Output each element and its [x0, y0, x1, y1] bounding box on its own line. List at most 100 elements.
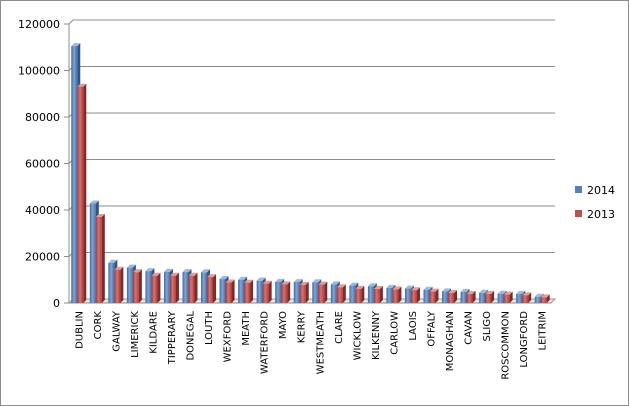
x-tick-label: CORK: [93, 311, 104, 340]
bar-2013: [485, 293, 492, 303]
bar-2013: [522, 295, 529, 303]
bar-top-2013: [95, 213, 105, 217]
bar-2014: [275, 281, 282, 303]
bar-2013: [244, 282, 251, 303]
bar-top-2014: [145, 268, 155, 272]
x-tick-label: GALWAY: [111, 310, 122, 352]
y-tick-label: 100000: [18, 65, 60, 78]
bar-2013: [466, 293, 473, 303]
bar-2014: [516, 293, 523, 303]
bar-side-2013: [138, 269, 142, 303]
bar-top-2014: [534, 293, 544, 297]
bar-top-2014: [442, 288, 452, 292]
bar-2013: [225, 282, 232, 303]
bar-top-2013: [77, 83, 87, 87]
x-tick-label: TIPPERARY: [167, 310, 178, 365]
x-tick-label: LEITRIM: [538, 311, 549, 350]
bar-2013: [503, 294, 510, 303]
x-tick-label: DUBLIN: [74, 311, 85, 349]
bar-top-2014: [71, 43, 81, 47]
bar-side-2013: [157, 272, 161, 303]
bar-2014: [460, 291, 467, 303]
bar-2014: [293, 282, 300, 303]
legend-label: 2013: [587, 208, 615, 221]
x-tick-label: WICKLOW: [352, 311, 363, 360]
bar-2014: [163, 271, 170, 303]
bar-top-2013: [373, 286, 383, 290]
legend-swatch-2013: [575, 210, 582, 217]
bar-2014: [71, 46, 78, 304]
y-tick-label: 0: [53, 297, 60, 310]
bar-2014: [330, 284, 337, 303]
bar-side-2013: [361, 285, 365, 303]
bar-side-2013: [305, 281, 309, 303]
bar-2014: [182, 272, 189, 303]
x-tick-label: LOUTH: [204, 311, 215, 345]
bar-2014: [108, 262, 115, 303]
bar-side-2013: [268, 280, 272, 303]
bar-2013: [299, 284, 306, 303]
bar-2013: [355, 288, 362, 303]
x-tick-label: WEXFORD: [223, 311, 234, 363]
bar-top-2013: [429, 288, 439, 292]
bar-top-2013: [355, 285, 365, 289]
legend-swatch-2014: [575, 186, 582, 193]
bar-2013: [262, 283, 269, 303]
bar-side-2013: [379, 286, 383, 303]
bar-top-2014: [330, 281, 340, 285]
bar-2014: [201, 272, 208, 303]
bar-top-2014: [275, 278, 285, 282]
bar-2014: [497, 293, 504, 303]
bar-side-2013: [528, 292, 532, 303]
bar-2014: [219, 279, 226, 303]
bar-top-2013: [318, 281, 328, 285]
bar-top-2013: [503, 291, 513, 295]
bar-top-2014: [182, 269, 192, 273]
bar-top-2013: [114, 266, 124, 270]
bar-2014: [386, 287, 393, 303]
x-tick-label: CLARE: [334, 311, 345, 344]
y-tick-label: 120000: [18, 18, 60, 31]
bar-top-2014: [386, 284, 396, 288]
bar-top-2013: [281, 281, 291, 285]
bar-2014: [312, 282, 319, 303]
bar-top-2013: [448, 290, 458, 294]
bar-side-2013: [472, 290, 476, 303]
bar-top-2013: [336, 284, 346, 288]
bar-side-2013: [546, 294, 550, 303]
bar-side-2013: [398, 286, 402, 303]
bar-side-2013: [120, 266, 124, 303]
bar-top-2013: [188, 272, 198, 276]
bar-2013: [132, 272, 139, 303]
bar-top-2014: [126, 264, 136, 268]
bar-top-2013: [466, 290, 476, 294]
bar-side-2013: [101, 213, 105, 303]
y-tick-label: 20000: [25, 251, 60, 264]
bar-top-2014: [497, 290, 507, 294]
bar-2014: [479, 292, 486, 303]
bar-top-2014: [108, 259, 118, 263]
x-tick-label: CAVAN: [464, 311, 475, 345]
bar-side-2013: [213, 274, 217, 303]
bar-2014: [256, 280, 263, 303]
bar-top-2013: [410, 287, 420, 291]
bar-top-2013: [522, 292, 532, 296]
x-tick-label: LIMERICK: [130, 311, 141, 358]
x-tick-label: WATERFORD: [260, 311, 271, 374]
bar-top-2014: [312, 279, 322, 283]
bar-2013: [429, 291, 436, 303]
bar-top-2013: [132, 269, 142, 273]
bar-side-2013: [324, 281, 328, 303]
bar-side-2013: [175, 272, 179, 303]
bar-2013: [336, 287, 343, 303]
x-tick-label: KILDARE: [148, 311, 159, 354]
bar-top-2014: [219, 276, 229, 280]
bar-2013: [373, 289, 380, 303]
bar-2013: [114, 269, 121, 303]
bar-2013: [77, 86, 84, 304]
x-tick-label: DONEGAL: [186, 311, 197, 361]
bar-top-2013: [151, 272, 161, 276]
x-tick-label: CARLOW: [389, 311, 400, 355]
x-tick-label: LONGFORD: [519, 311, 530, 368]
bar-2013: [410, 290, 417, 303]
